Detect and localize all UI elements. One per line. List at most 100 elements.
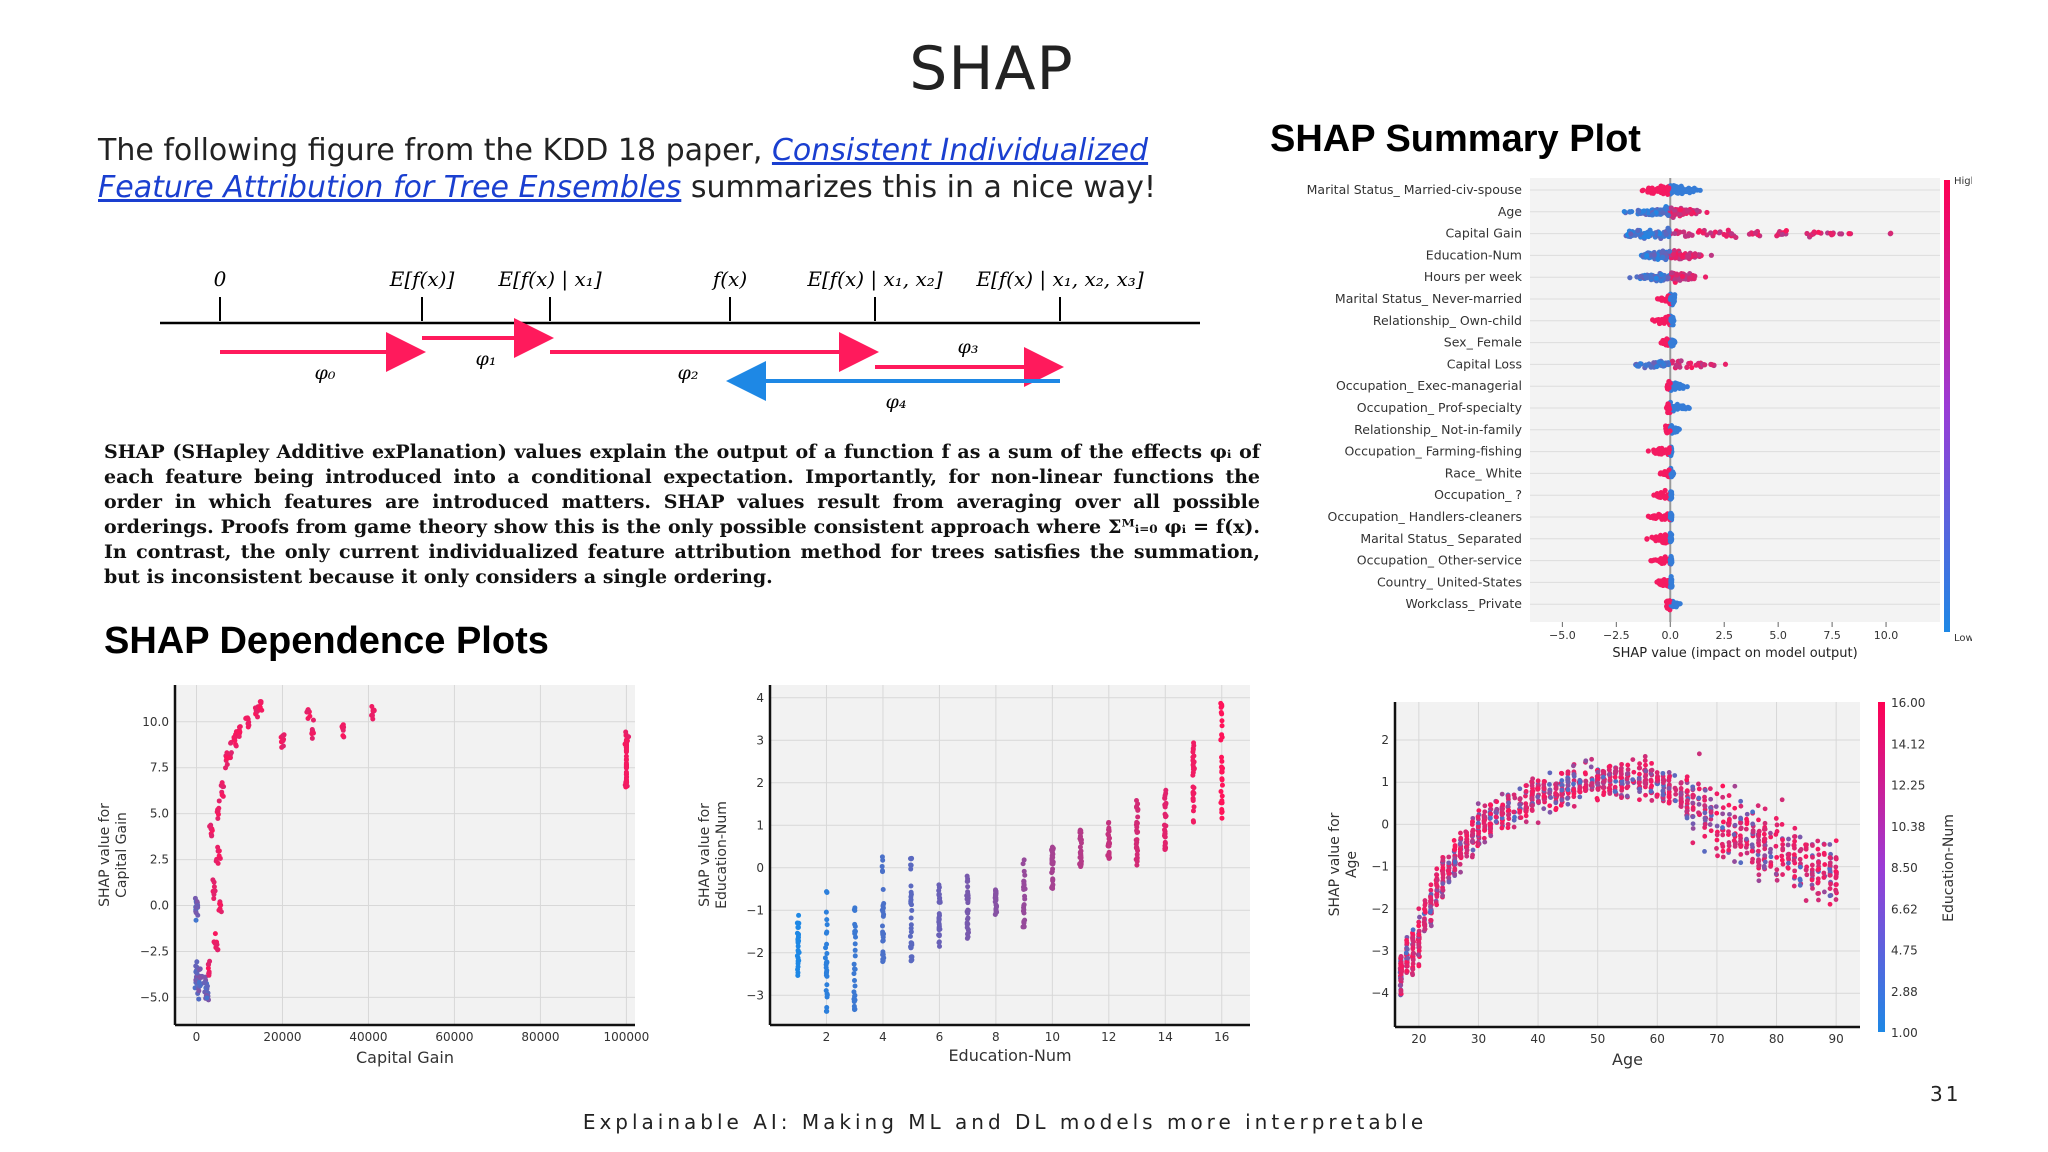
age-point — [1744, 811, 1750, 817]
age-point — [1756, 858, 1762, 864]
age-point — [1463, 829, 1469, 835]
age-point — [1470, 852, 1475, 858]
capital-point — [207, 823, 213, 829]
age-point — [1458, 869, 1463, 875]
age-point — [1523, 793, 1528, 799]
age-point — [1482, 839, 1488, 845]
summary-point — [1651, 535, 1658, 541]
age-point — [1720, 848, 1726, 854]
edu-point — [936, 933, 942, 939]
age-point — [1738, 816, 1744, 822]
age-point — [1493, 819, 1499, 824]
age-point — [1558, 770, 1564, 776]
summary-point — [1653, 275, 1659, 281]
age-y-tick-label: 0 — [1381, 817, 1389, 831]
age-point — [1493, 814, 1499, 820]
summary-point — [1663, 423, 1669, 429]
age-point — [1785, 842, 1791, 848]
age-point — [1810, 854, 1815, 860]
age-colorbar-tick: 14.12 — [1891, 737, 1925, 751]
edu-point — [993, 907, 999, 913]
age-point — [1768, 854, 1774, 860]
summary-feature-points — [1654, 291, 1678, 308]
age-point — [1786, 860, 1791, 866]
edu-point — [852, 921, 858, 927]
age-point — [1446, 860, 1452, 866]
edu-point — [1219, 782, 1225, 788]
age-point — [1678, 803, 1684, 809]
edu-point — [965, 878, 971, 884]
edu-point — [993, 891, 999, 897]
paper-link[interactable]: Consistent Individualized Feature Attrib… — [98, 133, 1149, 205]
summary-feature-label: Race_ White — [1445, 465, 1523, 480]
age-point — [1696, 795, 1702, 801]
summary-feature-points — [1621, 203, 1710, 221]
summary-point — [1667, 296, 1674, 303]
capital-point — [194, 970, 200, 976]
edu-point — [1219, 758, 1225, 764]
edu-point — [880, 902, 886, 908]
summary-point — [1702, 362, 1708, 368]
edu-point — [1077, 844, 1083, 850]
age-point — [1809, 862, 1815, 868]
summary-point — [1670, 251, 1677, 258]
capital-y-tick-label: 5.0 — [150, 807, 169, 821]
age-point — [1684, 798, 1690, 804]
age-point — [1487, 821, 1493, 827]
age-point — [1792, 874, 1798, 879]
edu-point — [796, 912, 802, 918]
summary-point — [1667, 380, 1673, 386]
summary-feature-points — [1663, 423, 1682, 436]
capital-y-axis-label: SHAP value for — [97, 803, 113, 907]
phi1-label: φ₁ — [476, 348, 497, 370]
summary-point — [1663, 231, 1670, 237]
summary-feature-points — [1650, 313, 1677, 328]
summary-point — [1666, 385, 1672, 391]
age-colorbar-tick: 1.00 — [1891, 1026, 1918, 1040]
capital-point — [219, 780, 225, 786]
age-point — [1470, 827, 1476, 833]
age-point — [1421, 919, 1427, 925]
summary-point — [1661, 189, 1667, 196]
summary-point — [1660, 210, 1666, 216]
age-point — [1726, 847, 1732, 853]
age-point — [1660, 770, 1666, 776]
edu-point — [1050, 877, 1056, 883]
summary-feature-label: Capital Gain — [1445, 226, 1522, 241]
summary-feature-points — [1627, 270, 1709, 285]
summary-feature-points — [1638, 248, 1714, 263]
summary-point — [1660, 582, 1666, 589]
age-point — [1678, 786, 1684, 791]
summary-point — [1704, 209, 1710, 216]
age-point — [1452, 867, 1458, 873]
age-point — [1642, 758, 1648, 764]
edu-point — [851, 961, 857, 967]
edu-point — [1162, 793, 1168, 799]
edu-point — [1218, 789, 1224, 795]
age-point — [1643, 762, 1648, 768]
capital-point — [211, 939, 217, 945]
summary-point — [1690, 187, 1696, 193]
age-point — [1428, 882, 1434, 888]
age-point — [1571, 791, 1577, 797]
age-point — [1690, 826, 1696, 831]
figure-caption: SHAP (SHapley Additive exPlanation) valu… — [104, 440, 1260, 590]
edu-point — [824, 1005, 830, 1011]
summary-point — [1667, 557, 1673, 564]
edu-point — [795, 972, 801, 978]
capital-point — [212, 888, 218, 894]
edu-plot-area — [770, 685, 1250, 1025]
age-point — [1523, 808, 1529, 813]
age-point — [1648, 771, 1654, 777]
age-point — [1529, 783, 1535, 788]
age-point — [1779, 853, 1785, 859]
age-point — [1398, 963, 1404, 968]
edu-point — [1107, 835, 1113, 841]
edu-point — [908, 856, 914, 862]
age-point — [1708, 796, 1714, 802]
summary-point — [1650, 317, 1656, 323]
age-point — [1517, 802, 1523, 808]
edu-point — [880, 952, 886, 958]
edu-point — [852, 978, 858, 984]
capital-point — [340, 727, 346, 733]
